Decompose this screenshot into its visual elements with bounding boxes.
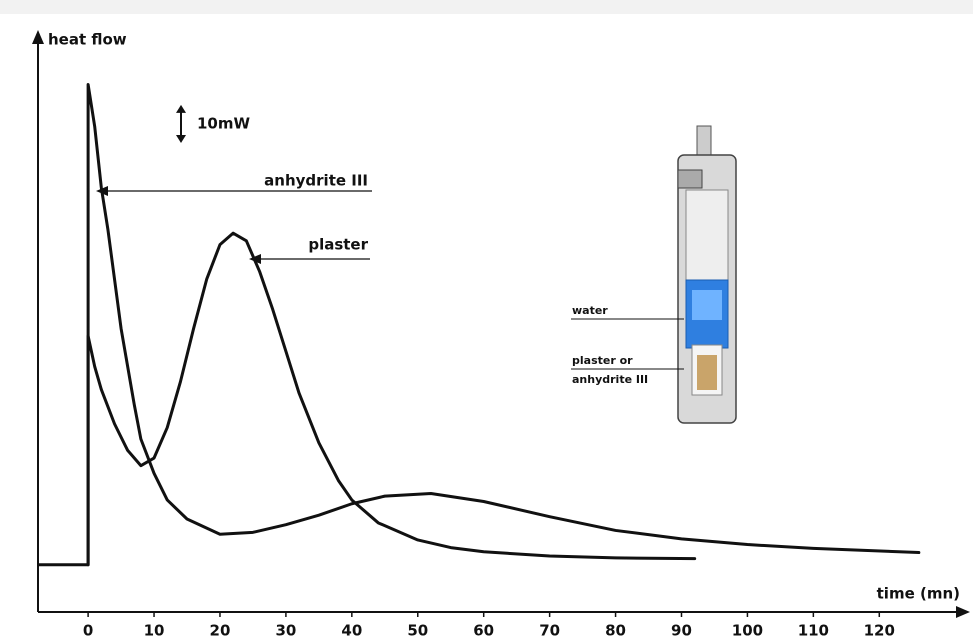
x-tick-label: 70	[539, 622, 560, 640]
x-tick-label: 50	[407, 622, 428, 640]
inset-cell	[677, 125, 737, 424]
top-band	[0, 0, 973, 14]
inset-label: anhydrite III	[572, 373, 648, 386]
x-axis-arrow	[956, 606, 970, 618]
inset-label: water	[572, 304, 608, 317]
scale-bar-arrow	[176, 135, 186, 143]
annotation: plaster	[308, 236, 368, 254]
x-tick-label: 10	[144, 622, 165, 640]
curve	[86, 83, 921, 567]
x-tick-label: 20	[210, 622, 231, 640]
x-tick-label: 110	[798, 622, 829, 640]
inset-label: plaster or	[572, 354, 633, 367]
scale-bar-arrow	[176, 104, 186, 113]
x-tick-label: 30	[275, 622, 296, 640]
x-tick-label: 120	[864, 622, 895, 640]
x-tick-label: 40	[341, 622, 362, 640]
x-tick-label: 100	[732, 622, 763, 640]
x-tick-label: 90	[671, 622, 692, 640]
y-axis-arrow	[32, 30, 44, 44]
scale-bar-label: 10mW	[197, 114, 251, 132]
x-tick-label: 80	[605, 622, 626, 640]
annotation: anhydrite III	[264, 172, 368, 190]
x-tick-label: 60	[473, 622, 494, 640]
x-tick-label: 0	[83, 622, 93, 640]
y-axis-label: heat flow	[48, 31, 127, 49]
x-axis-label: time (mn)	[877, 585, 960, 603]
curve	[37, 231, 697, 567]
